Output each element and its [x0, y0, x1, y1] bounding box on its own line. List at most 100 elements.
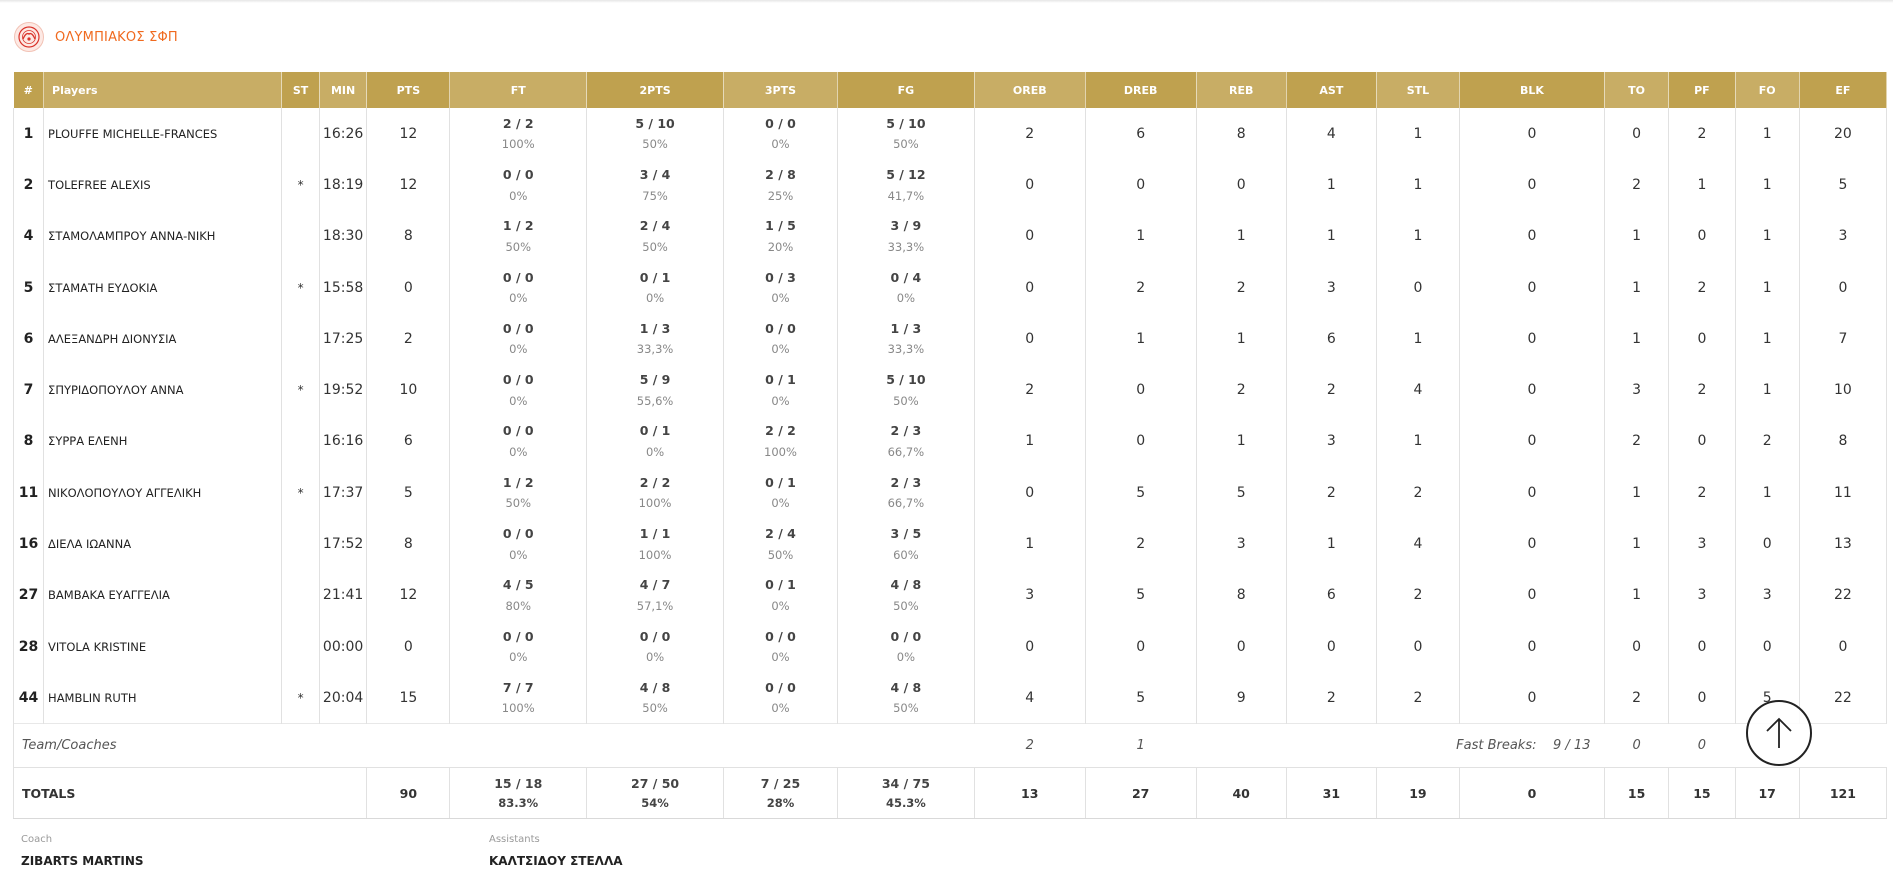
player-fg: 2 / 3 66,7%: [837, 415, 975, 468]
col-blk[interactable]: BLK: [1459, 72, 1605, 108]
player-2pts-made: 5 / 9: [639, 372, 671, 388]
player-oreb: 0: [974, 159, 1086, 211]
player-dreb: 1: [1085, 210, 1197, 262]
col-ast[interactable]: AST: [1286, 72, 1377, 108]
col-reb[interactable]: REB: [1196, 72, 1287, 108]
col-3pts[interactable]: 3PTS: [723, 72, 838, 108]
player-3pts-pct: 0%: [771, 701, 790, 716]
player-points: 8: [366, 518, 451, 570]
player-dreb: 5: [1085, 569, 1197, 621]
player-3pts-made: 0 / 0: [765, 115, 796, 131]
player-fg: 0 / 4 0%: [837, 261, 975, 314]
col-2pts[interactable]: 2PTS: [586, 72, 724, 108]
player-name[interactable]: ΒΑΜΒΑΚΑ ΕΥΑΓΓΕΛΙΑ: [43, 569, 283, 621]
player-name[interactable]: ΔΙΕΛΑ ΙΩΑΝΝΑ: [43, 518, 283, 570]
player-stl: 1: [1376, 108, 1460, 160]
player-minutes: 16:26: [319, 108, 368, 160]
totals-2pts-pct: 54%: [641, 796, 669, 811]
player-2pts: 0 / 0 0%: [586, 620, 724, 673]
col-st[interactable]: ST: [281, 72, 320, 108]
player-pf: 0: [1668, 210, 1736, 262]
col-min[interactable]: MIN: [319, 72, 368, 108]
player-points: 12: [366, 108, 451, 160]
player-2pts-pct: 0%: [645, 445, 665, 460]
player-oreb: 3: [974, 569, 1086, 621]
col-dreb[interactable]: DREB: [1085, 72, 1197, 108]
player-blk: 0: [1459, 364, 1605, 416]
player-oreb: 2: [974, 364, 1086, 416]
player-ft-pct: 0%: [509, 445, 528, 460]
team-ef-empty: [1799, 723, 1887, 768]
team-name[interactable]: ΟΛΥΜΠΙΑΚΟΣ ΣΦΠ: [55, 29, 178, 45]
col-oreb[interactable]: OREB: [974, 72, 1086, 108]
col-players[interactable]: Players: [43, 72, 283, 108]
player-name[interactable]: ΣΠΥΡΙΔΟΠΟΥΛΟΥ ΑΝΝΑ: [43, 364, 283, 416]
player-oreb: 0: [974, 210, 1086, 262]
player-number: 11: [12, 467, 45, 519]
player-name[interactable]: ΣΥΡΡΑ ΕΛΕΝΗ: [43, 415, 283, 468]
player-stl: 0: [1376, 261, 1460, 314]
player-ast: 2: [1286, 672, 1377, 724]
player-fg-made: 3 / 9: [890, 218, 922, 234]
player-ft-pct: 0%: [509, 650, 528, 665]
player-starter: [281, 415, 320, 468]
player-fg-made: 5 / 10: [886, 115, 926, 131]
player-ft-made: 7 / 7: [502, 679, 534, 695]
team-coaches-row: Team/Coaches 2 1 Fast Breaks: 9 / 13 0 0: [13, 723, 1887, 768]
player-3pts-pct: 0%: [771, 342, 790, 357]
col-stl[interactable]: STL: [1376, 72, 1460, 108]
col-to[interactable]: TO: [1604, 72, 1670, 108]
col-ft[interactable]: FT: [449, 72, 588, 108]
player-name[interactable]: ΝΙΚΟΛΟΠΟΥΛΟΥ ΑΓΓΕΛΙΚΗ: [43, 467, 283, 519]
player-name[interactable]: VITOLA KRISTINE: [43, 620, 283, 673]
table-row: 5 ΣΤΑΜΑΤΗ ΕΥΔΟΚΙΑ * 15:58 0 0 / 0 0% 0 / 1 0% 0 /…: [12, 261, 1888, 314]
player-reb: 1: [1196, 313, 1287, 365]
player-stl: 1: [1376, 313, 1460, 365]
col-number[interactable]: #: [13, 72, 45, 108]
player-fg-pct: 50%: [893, 393, 919, 408]
player-ast: 6: [1286, 569, 1377, 621]
player-3pts-made: 0 / 1: [765, 474, 796, 490]
col-pts[interactable]: PTS: [366, 72, 451, 108]
box-score-table: # Players ST MIN PTS FT 2PTS 3PTS FG ORE…: [12, 72, 1888, 820]
scroll-to-top-button[interactable]: [1746, 700, 1812, 766]
player-pf: 2: [1668, 261, 1736, 314]
player-ft-pct: 0%: [509, 188, 528, 203]
player-3pts-pct: 0%: [771, 137, 790, 152]
player-name[interactable]: TOLEFREE ALEXIS: [43, 159, 283, 211]
player-name[interactable]: HAMBLIN RUTH: [43, 672, 283, 724]
player-ft-made: 1 / 2: [502, 218, 534, 234]
player-ft: 0 / 0 0%: [449, 261, 588, 314]
player-3pts-made: 2 / 4: [765, 526, 796, 542]
player-fg-pct: 41,7%: [887, 188, 925, 203]
player-blk: 0: [1459, 620, 1605, 673]
player-name[interactable]: ΣΤΑΜΑΤΗ ΕΥΔΟΚΙΑ: [43, 261, 283, 314]
col-pf[interactable]: PF: [1668, 72, 1736, 108]
col-fo[interactable]: FO: [1735, 72, 1800, 108]
player-dreb: 0: [1085, 364, 1197, 416]
player-2pts: 4 / 8 50%: [586, 672, 724, 724]
player-to: 2: [1604, 159, 1670, 211]
player-name[interactable]: ΑΛΕΞΑΝΔΡΗ ΔΙΟΝΥΣΙΑ: [43, 313, 283, 365]
player-dreb: 0: [1085, 159, 1197, 211]
col-fg[interactable]: FG: [837, 72, 975, 108]
player-dreb: 1: [1085, 313, 1197, 365]
player-points: 0: [366, 261, 451, 314]
player-pf: 1: [1668, 159, 1736, 211]
assistants-label: Assistants: [489, 834, 540, 845]
player-oreb: 1: [974, 415, 1086, 468]
table-row: 2 TOLEFREE ALEXIS * 18:19 12 0 / 0 0% 3 / 4 75% 2…: [12, 159, 1888, 211]
player-to: 0: [1604, 620, 1670, 673]
player-to: 1: [1604, 518, 1670, 570]
player-fg-made: 2 / 3: [890, 423, 922, 439]
player-ft: 0 / 0 0%: [449, 620, 588, 673]
player-name[interactable]: PLOUFFE MICHELLE-FRANCES: [43, 108, 283, 160]
team-to: 0: [1604, 723, 1669, 768]
col-ef[interactable]: EF: [1799, 72, 1888, 108]
player-name[interactable]: ΣΤΑΜΟΛΑΜΠΡΟΥ ΑΝΝΑ-ΝΙΚΗ: [43, 210, 283, 262]
player-ast: 2: [1286, 364, 1377, 416]
player-ef: 22: [1799, 569, 1888, 621]
table-header: # Players ST MIN PTS FT 2PTS 3PTS FG ORE…: [13, 72, 1888, 108]
totals-dreb: 27: [1085, 767, 1197, 820]
totals-ft: 15 / 18 83.3%: [449, 767, 588, 820]
